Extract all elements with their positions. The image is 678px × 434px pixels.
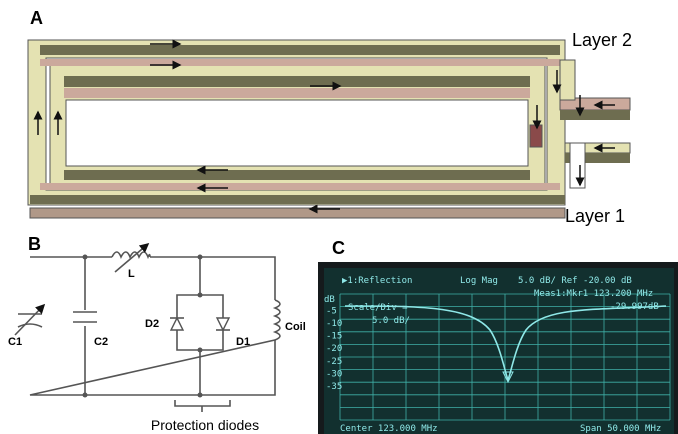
- screen-text: Span 50.000 MHz: [580, 424, 661, 434]
- screen-text: -29.997dB: [610, 302, 659, 312]
- figure: A Layer 2 Layer 1 B C1 C2 L D2 D1 Coil P…: [0, 0, 678, 434]
- screen-text: Scale/Div =: [348, 303, 408, 313]
- screen-text: Center 123.000 MHz: [340, 424, 438, 434]
- component-label: D1: [236, 336, 250, 348]
- screen-y-label: -5: [326, 306, 337, 316]
- analyzer-screen: [318, 262, 678, 434]
- caption: Protection diodes: [151, 417, 259, 433]
- screen-y-label: -20: [326, 344, 342, 354]
- screen-y-label: -35: [326, 382, 342, 392]
- screen-text: Log Mag: [460, 276, 498, 286]
- screen-text: ▶1:Reflection: [342, 276, 412, 286]
- component-label: C1: [8, 336, 22, 348]
- screen-text: Meas1:Mkr1 123.200 MHz: [534, 289, 653, 299]
- panel-label: C: [332, 238, 345, 258]
- panel-label: A: [30, 8, 43, 28]
- screen-text: 5.0 dB/: [372, 316, 410, 326]
- component-label: L: [128, 268, 135, 280]
- panel-label: B: [28, 234, 41, 254]
- component-label: C2: [94, 336, 108, 348]
- screen-y-label: -25: [326, 357, 342, 367]
- screen-text: 5.0 dB/ Ref -20.00 dB: [518, 276, 632, 286]
- component-label: D2: [145, 318, 159, 330]
- screen-text: dB: [324, 295, 335, 305]
- screen-y-label: -15: [326, 332, 342, 342]
- layer-label: Layer 2: [572, 30, 632, 50]
- screen-y-label: -10: [326, 319, 342, 329]
- coil-layout: [28, 40, 630, 218]
- component-label: Coil: [285, 321, 306, 333]
- screen-y-label: -30: [326, 369, 342, 379]
- layer-label: Layer 1: [565, 206, 625, 226]
